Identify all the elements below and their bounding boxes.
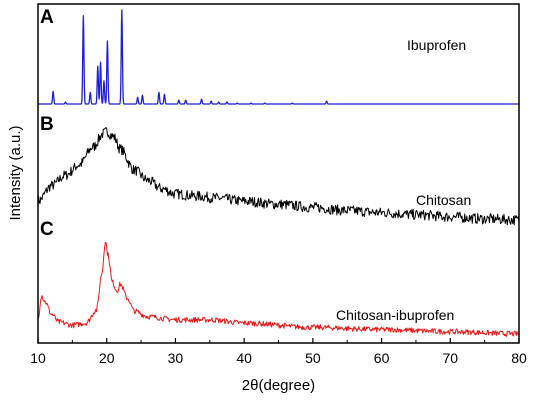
x-tick-label: 10	[30, 350, 46, 366]
x-tick-label: 50	[305, 350, 321, 366]
series-line-ibuprofen	[37, 9, 520, 105]
panel-letter-a: A	[40, 7, 54, 28]
x-tick-label: 30	[168, 350, 184, 366]
series-line-chitosan	[37, 127, 520, 226]
y-axis-label: Intensity (a.u.)	[7, 125, 24, 220]
series-label-chitosan: Chitosan	[416, 192, 471, 208]
series-label-ibuprofen: Ibuprofen	[407, 37, 466, 53]
x-tick-label: 40	[236, 350, 252, 366]
panel-letter-c: C	[40, 219, 54, 240]
plot-frame	[37, 3, 520, 344]
x-axis-ticks	[37, 338, 520, 343]
series-label-chitosan-ibuprofen: Chitosan-ibuprofen	[336, 307, 454, 323]
x-tick-label: 60	[374, 350, 390, 366]
x-tick-label: 80	[511, 350, 527, 366]
x-tick-label: 20	[99, 350, 115, 366]
panel-letter-b: B	[40, 114, 54, 135]
series-line-chitosan-ibuprofen	[37, 241, 520, 337]
series-layer	[37, 9, 520, 337]
x-axis-label: 2θ(degree)	[242, 377, 315, 394]
x-tick-label: 70	[442, 350, 458, 366]
x-axis-tick-labels: 10 20 30 40 50 60 70 80	[30, 350, 527, 366]
